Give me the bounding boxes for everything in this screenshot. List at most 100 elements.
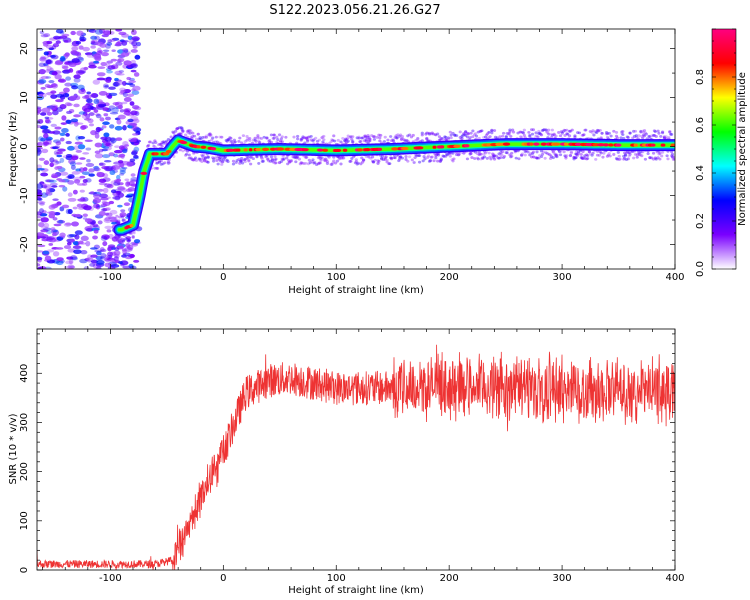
noise-blob <box>93 167 101 172</box>
trace-halo <box>557 150 562 154</box>
trace-halo <box>568 154 573 157</box>
noise-blob <box>107 266 116 269</box>
trace-halo <box>529 152 533 155</box>
noise-blob <box>96 250 102 256</box>
trace-halo <box>242 158 246 162</box>
trace-halo <box>393 156 397 160</box>
noise-blob <box>58 219 64 224</box>
trace-halo <box>597 153 601 157</box>
trace-halo <box>122 238 126 242</box>
trace-halo <box>460 135 464 138</box>
noise-blob <box>40 172 49 177</box>
trace-halo <box>497 152 501 156</box>
noise-blob <box>100 248 107 253</box>
noise-blob <box>131 36 140 42</box>
noise-blob <box>54 145 61 149</box>
noise-blob <box>133 146 140 153</box>
noise-blob <box>117 104 123 110</box>
trace-halo <box>581 150 585 153</box>
trace-halo <box>295 155 299 159</box>
trace-halo <box>572 157 576 161</box>
trace-halo <box>245 138 249 142</box>
trace-halo <box>519 135 523 139</box>
trace-halo <box>227 138 231 142</box>
trace-halo <box>504 151 508 154</box>
noise-blob <box>73 121 79 127</box>
x-tick-label: 400 <box>665 573 684 584</box>
trace-halo <box>620 131 624 135</box>
trace-halo <box>175 127 180 130</box>
noise-blob <box>119 109 125 113</box>
noise-blob <box>92 235 98 240</box>
trace-halo <box>166 161 171 165</box>
noise-blob <box>93 109 99 113</box>
trace-halo <box>228 136 232 140</box>
trace-halo <box>375 135 379 139</box>
trace-halo <box>385 160 389 164</box>
noise-blob <box>69 161 77 167</box>
noise-blob <box>90 254 98 258</box>
trace-halo <box>212 157 216 161</box>
trace-halo <box>582 155 586 159</box>
trace-halo <box>184 133 188 137</box>
noise-blob <box>55 40 61 44</box>
trace-halo <box>470 156 474 160</box>
noise-blob <box>68 174 75 179</box>
noise-blob <box>65 76 72 81</box>
trace-halo <box>655 150 659 154</box>
noise-blob <box>55 247 64 250</box>
trace-halo <box>213 156 218 160</box>
trace-halo <box>320 136 324 140</box>
trace-halo <box>205 160 209 164</box>
trace-halo <box>116 238 120 241</box>
trace-halo <box>436 152 440 156</box>
noise-blob <box>123 88 132 94</box>
trace-halo <box>623 156 627 160</box>
trace-halo <box>116 235 120 239</box>
trace-halo <box>446 137 451 141</box>
trace-halo <box>209 133 213 137</box>
noise-blob <box>76 203 83 208</box>
noise-blob <box>122 92 128 98</box>
noise-blob <box>65 119 72 124</box>
trace-halo <box>537 129 541 133</box>
y-tick-label: 300 <box>19 413 30 432</box>
noise-blob <box>129 253 135 259</box>
trace-halo <box>659 135 663 138</box>
noise-blob <box>129 158 136 163</box>
colorbar-ticks: 0.00.20.40.60.8 <box>695 28 736 277</box>
trace-halo <box>299 138 303 142</box>
trace-halo <box>617 154 621 158</box>
trace-halo <box>272 133 276 137</box>
noise-blob <box>78 111 86 115</box>
noise-blob <box>37 201 46 204</box>
trace-halo <box>417 160 422 164</box>
trace-halo <box>324 157 328 161</box>
trace-halo <box>651 151 656 155</box>
trace-halo <box>642 134 647 138</box>
noise-blob <box>130 59 137 65</box>
trace-halo <box>315 139 320 143</box>
noise-blob <box>115 61 123 66</box>
trace-halo <box>306 135 311 139</box>
noise-blob <box>115 236 123 242</box>
noise-blob <box>67 264 75 269</box>
trace-halo <box>378 136 382 140</box>
noise-blob <box>105 212 113 217</box>
trace-halo <box>321 135 325 139</box>
trace-halo <box>404 155 408 158</box>
noise-blob <box>84 218 93 223</box>
trace-halo <box>541 128 545 132</box>
noise-blob <box>79 258 88 264</box>
trace-halo <box>275 135 279 139</box>
trace-halo <box>641 136 645 140</box>
trace-halo <box>302 162 306 165</box>
noise-blob <box>100 136 108 141</box>
noise-blob <box>81 113 87 119</box>
trace-halo <box>553 152 557 156</box>
trace-halo <box>580 157 584 160</box>
trace-halo <box>121 239 125 243</box>
